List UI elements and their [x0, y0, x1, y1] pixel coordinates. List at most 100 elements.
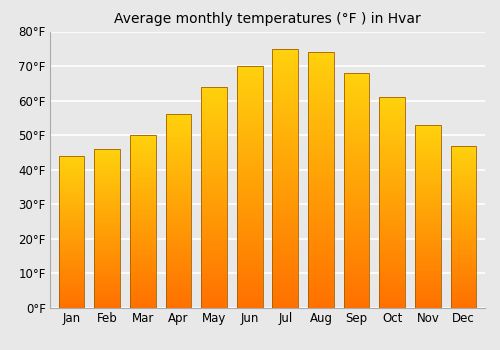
Bar — [201, 228, 227, 230]
Bar — [237, 286, 262, 287]
Bar — [308, 243, 334, 244]
Bar — [272, 134, 298, 135]
Bar — [308, 261, 334, 262]
Bar — [308, 152, 334, 153]
Bar — [130, 268, 156, 269]
Bar — [415, 279, 441, 280]
Bar — [237, 304, 262, 306]
Bar — [94, 217, 120, 218]
Bar — [130, 146, 156, 147]
Bar — [237, 239, 262, 240]
Bar — [166, 276, 191, 277]
Bar — [130, 276, 156, 277]
Bar — [380, 108, 405, 109]
Bar — [308, 132, 334, 133]
Bar — [58, 186, 84, 187]
Bar — [94, 188, 120, 189]
Bar — [201, 108, 227, 109]
Bar — [380, 290, 405, 291]
Bar — [344, 100, 370, 101]
Bar — [130, 226, 156, 227]
Bar — [415, 224, 441, 225]
Bar — [344, 220, 370, 221]
Bar — [201, 253, 227, 254]
Bar — [237, 250, 262, 251]
Bar — [380, 203, 405, 204]
Bar — [308, 128, 334, 129]
Bar — [415, 301, 441, 302]
Bar — [415, 170, 441, 172]
Bar — [130, 223, 156, 224]
Bar — [308, 103, 334, 105]
Bar — [166, 182, 191, 183]
Bar — [272, 212, 298, 214]
Bar — [380, 116, 405, 117]
Bar — [58, 257, 84, 258]
Bar — [344, 258, 370, 259]
Bar — [130, 247, 156, 248]
Bar — [237, 75, 262, 76]
Bar — [344, 149, 370, 150]
Bar — [344, 148, 370, 149]
Bar — [166, 238, 191, 239]
Bar — [380, 128, 405, 129]
Bar — [272, 228, 298, 229]
Bar — [308, 307, 334, 308]
Bar — [451, 252, 476, 253]
Bar — [344, 200, 370, 201]
Bar — [415, 252, 441, 253]
Bar — [166, 301, 191, 302]
Bar — [201, 268, 227, 269]
Bar — [308, 110, 334, 111]
Bar — [308, 143, 334, 144]
Bar — [415, 218, 441, 219]
Bar — [166, 246, 191, 247]
Bar — [272, 282, 298, 284]
Bar — [272, 138, 298, 140]
Bar — [201, 207, 227, 209]
Bar — [166, 177, 191, 178]
Bar — [344, 267, 370, 268]
Bar — [380, 107, 405, 108]
Bar — [201, 164, 227, 165]
Bar — [451, 199, 476, 200]
Bar — [380, 196, 405, 197]
Bar — [344, 216, 370, 217]
Bar — [201, 290, 227, 292]
Bar — [415, 280, 441, 281]
Bar — [130, 185, 156, 186]
Bar — [94, 172, 120, 173]
Bar — [201, 212, 227, 213]
Bar — [237, 297, 262, 298]
Bar — [415, 194, 441, 195]
Bar — [308, 55, 334, 56]
Bar — [272, 224, 298, 225]
Bar — [201, 252, 227, 253]
Bar — [58, 233, 84, 234]
Bar — [94, 177, 120, 178]
Bar — [380, 302, 405, 303]
Bar — [166, 138, 191, 139]
Bar — [94, 275, 120, 276]
Bar — [451, 161, 476, 162]
Bar — [272, 125, 298, 127]
Bar — [344, 245, 370, 246]
Bar — [237, 100, 262, 101]
Bar — [451, 195, 476, 196]
Bar — [451, 298, 476, 299]
Bar — [344, 131, 370, 132]
Bar — [237, 247, 262, 249]
Bar — [130, 288, 156, 289]
Bar — [415, 143, 441, 144]
Bar — [272, 120, 298, 121]
Bar — [272, 135, 298, 137]
Bar — [58, 232, 84, 233]
Bar — [380, 176, 405, 177]
Bar — [94, 239, 120, 240]
Bar — [272, 102, 298, 103]
Bar — [344, 144, 370, 145]
Bar — [415, 242, 441, 243]
Bar — [451, 261, 476, 262]
Bar — [272, 131, 298, 132]
Bar — [272, 168, 298, 169]
